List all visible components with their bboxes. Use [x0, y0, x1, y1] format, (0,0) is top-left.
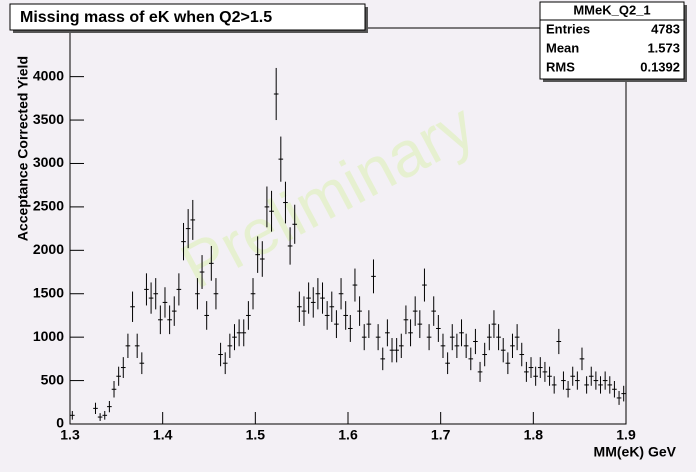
y-tick-label: 0 [56, 415, 64, 431]
stats-label: Mean [546, 40, 579, 55]
stats-value: 0.1392 [640, 59, 680, 74]
x-tick-label: 1.7 [431, 427, 451, 443]
y-tick-label: 3500 [33, 111, 64, 127]
stats-title: MMeK_Q2_1 [573, 2, 650, 17]
y-axis-label: Acceptance Corrected Yield [15, 56, 31, 241]
x-tick-label: 1.5 [246, 427, 266, 443]
y-tick-label: 2500 [33, 198, 64, 214]
y-tick-label: 2000 [33, 241, 64, 257]
chart-title: Missing mass of eK when Q2>1.5 [20, 9, 272, 26]
y-tick-label: 500 [41, 371, 65, 387]
title-box [9, 3, 366, 31]
x-axis-label: MM(eK) GeV [594, 444, 677, 460]
stats-box [539, 1, 685, 80]
y-tick-label: 1000 [33, 328, 64, 344]
x-tick-label: 1.8 [524, 427, 544, 443]
stats-value: 4783 [651, 21, 680, 36]
y-tick-label: 3000 [33, 154, 64, 170]
stats-value: 1.573 [647, 40, 680, 55]
stats-label: Entries [546, 21, 590, 36]
x-tick-label: 1.3 [60, 427, 80, 443]
stats-label: RMS [546, 59, 575, 74]
y-tick-label: 4000 [33, 67, 64, 83]
x-tick-label: 1.6 [338, 427, 358, 443]
x-tick-label: 1.9 [616, 427, 636, 443]
x-tick-label: 1.4 [153, 427, 173, 443]
y-tick-label: 1500 [33, 284, 64, 300]
